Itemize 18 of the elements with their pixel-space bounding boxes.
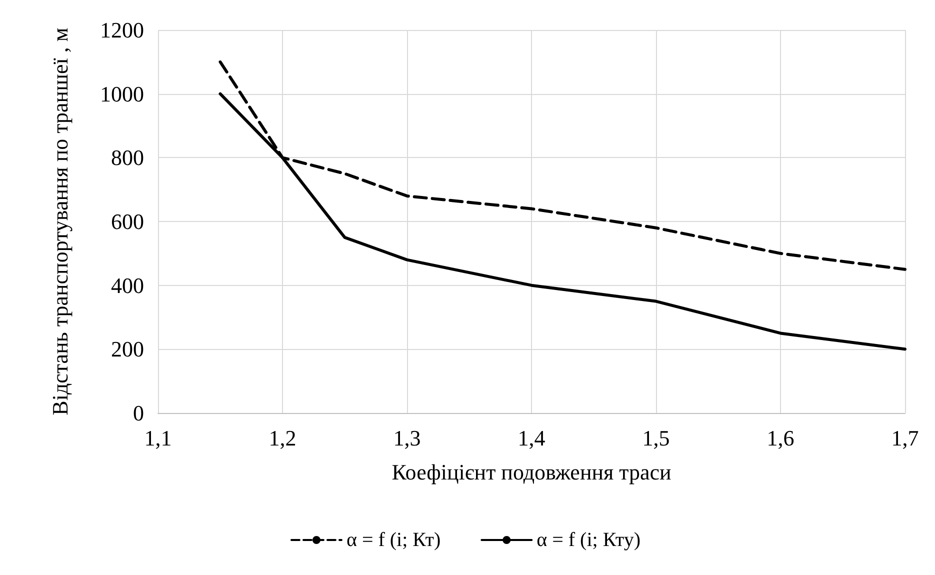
y-tick-label: 400 bbox=[111, 272, 144, 298]
y-tick-label: 200 bbox=[111, 336, 144, 362]
y-tick-label: 800 bbox=[111, 145, 144, 170]
y-tick-label: 1000 bbox=[100, 81, 144, 106]
x-tick-label: 1,3 bbox=[393, 426, 421, 450]
x-tick-label: 1,7 bbox=[891, 426, 919, 450]
x-tick-label: 1,2 bbox=[268, 426, 296, 450]
legend-label: α = f (i; Кт) bbox=[346, 529, 441, 551]
y-tick-label: 0 bbox=[133, 400, 144, 426]
y-tick-label: 1200 bbox=[100, 18, 144, 42]
x-axis-title: Коефіцієнт подовження траси bbox=[392, 460, 672, 484]
legend-label: α = f (i; Кту) bbox=[536, 529, 641, 551]
x-tick-label: 1,6 bbox=[766, 426, 794, 450]
y-tick-label: 600 bbox=[111, 209, 144, 234]
x-tick-label: 1,4 bbox=[518, 426, 546, 450]
x-tick-label: 1,1 bbox=[144, 426, 172, 450]
y-axis-title: Відстань транспортування по траншеї , м bbox=[48, 28, 72, 416]
x-tick-label: 1,5 bbox=[642, 426, 670, 450]
